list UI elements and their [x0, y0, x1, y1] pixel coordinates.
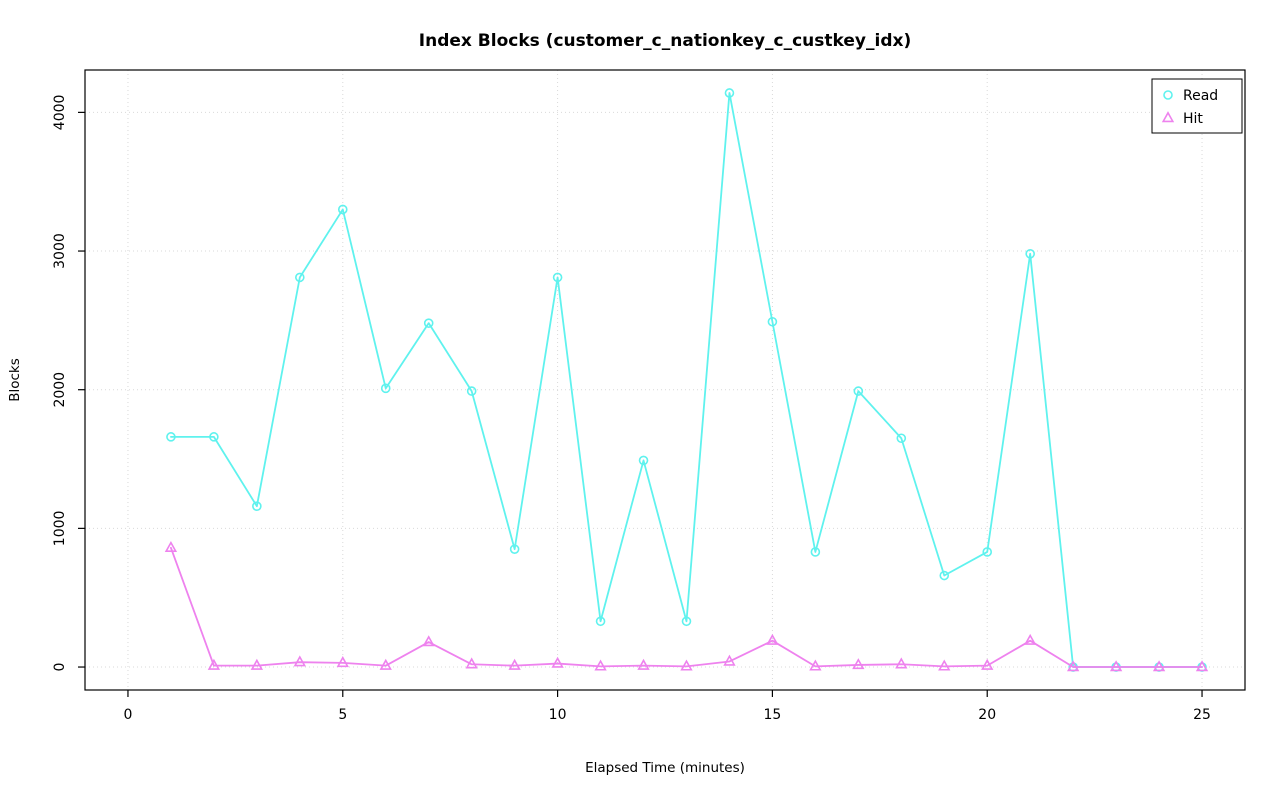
- hit-point-marker: [852, 658, 865, 670]
- x-tick-label: 10: [549, 707, 567, 723]
- hit-point-marker: [1161, 111, 1175, 123]
- x-tick-label: 25: [1193, 707, 1211, 723]
- plot-border: [84, 69, 1246, 691]
- hit-point-marker: [1109, 660, 1123, 672]
- x-axis-label: Elapsed Time (minutes): [585, 760, 745, 776]
- read-point-marker: [252, 501, 262, 511]
- y-tick-label: 0: [52, 663, 68, 672]
- series-line-read: [170, 92, 1203, 668]
- read-point-marker: [982, 547, 993, 557]
- hit-point-marker: [250, 658, 264, 670]
- read-point-marker: [166, 432, 176, 442]
- hit-point-marker: [938, 659, 951, 671]
- hit-point-marker: [594, 659, 607, 671]
- legend-box: [1151, 78, 1243, 134]
- y-tick-label: 2000: [52, 372, 68, 408]
- read-point-marker: [681, 616, 692, 627]
- hit-point-marker: [809, 659, 822, 671]
- hit-point-marker: [1152, 660, 1166, 672]
- series-line-hit: [170, 546, 1203, 668]
- x-tick-label: 5: [338, 707, 347, 723]
- read-point-marker: [810, 547, 821, 557]
- hit-point-marker: [680, 659, 693, 671]
- read-point-marker: [423, 318, 434, 328]
- read-point-marker: [896, 433, 907, 444]
- read-point-marker: [767, 316, 778, 327]
- read-point-marker: [295, 272, 305, 283]
- hit-point-marker: [379, 658, 392, 670]
- hit-point-marker: [1066, 660, 1080, 672]
- hit-point-marker: [895, 657, 908, 669]
- legend-label-hit: Hit: [1183, 111, 1203, 127]
- legend-label-read: Read: [1183, 88, 1218, 104]
- read-point-marker: [509, 544, 520, 554]
- read-point-marker: [853, 386, 864, 396]
- chart-title: Index Blocks (customer_c_nationkey_c_cus…: [419, 31, 911, 51]
- hit-point-marker: [207, 658, 221, 670]
- x-tick-label: 0: [124, 707, 133, 723]
- hit-point-marker: [766, 633, 779, 645]
- hit-point-marker: [164, 540, 178, 552]
- read-point-marker: [1163, 90, 1173, 100]
- hit-point-marker: [508, 658, 521, 670]
- hit-point-marker: [637, 658, 650, 670]
- read-point-marker: [939, 570, 950, 581]
- hit-point-marker: [336, 656, 349, 668]
- y-tick-label: 3000: [52, 233, 68, 269]
- hit-point-marker: [422, 635, 435, 647]
- hit-point-marker: [1024, 633, 1037, 645]
- read-point-marker: [595, 616, 606, 627]
- hit-point-marker: [465, 657, 478, 669]
- x-tick-label: 15: [763, 707, 781, 723]
- read-point-marker: [638, 455, 649, 466]
- hit-point-marker: [981, 658, 994, 670]
- hit-point-marker: [1195, 660, 1209, 672]
- y-tick-label: 4000: [52, 95, 68, 131]
- hit-point-marker: [551, 656, 564, 668]
- read-point-marker: [337, 204, 348, 215]
- read-point-marker: [724, 88, 735, 98]
- read-point-marker: [380, 383, 391, 394]
- hit-point-marker: [723, 654, 736, 666]
- read-point-marker: [1025, 249, 1035, 259]
- x-tick-label: 20: [978, 707, 996, 723]
- y-axis-label: Blocks: [7, 358, 23, 402]
- read-point-marker: [466, 386, 477, 396]
- y-tick-label: 1000: [52, 511, 68, 547]
- hit-point-marker: [293, 655, 306, 667]
- read-point-marker: [209, 432, 219, 442]
- read-point-marker: [552, 272, 563, 283]
